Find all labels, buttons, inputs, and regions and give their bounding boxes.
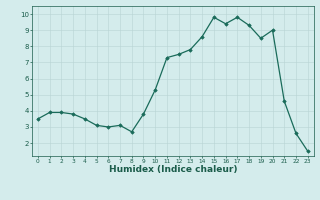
X-axis label: Humidex (Indice chaleur): Humidex (Indice chaleur) bbox=[108, 165, 237, 174]
